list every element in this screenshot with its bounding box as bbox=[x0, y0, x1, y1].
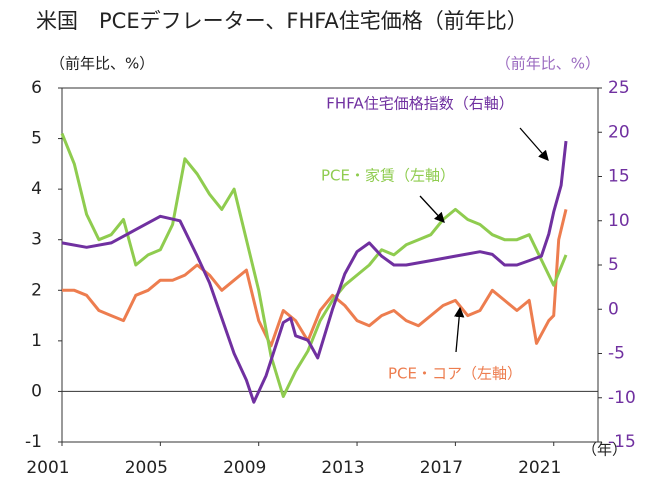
y2-tick-label: 20 bbox=[608, 122, 630, 142]
y2-tick-label: -5 bbox=[608, 344, 625, 364]
chart-title: 米国 PCEデフレーター、FHFA住宅価格（前年比） bbox=[36, 9, 528, 33]
y2-tick-label: -15 bbox=[608, 432, 636, 452]
legend-label: PCE・家賃（左軸） bbox=[321, 167, 455, 185]
annotation-arrow bbox=[519, 127, 549, 161]
x-tick-label: 2017 bbox=[420, 458, 463, 478]
y2-tick-label: 5 bbox=[608, 255, 619, 275]
y-tick-label: -1 bbox=[25, 432, 42, 452]
y2-tick-label: 10 bbox=[608, 211, 630, 231]
x-tick-label: 2001 bbox=[26, 458, 69, 478]
annotation-arrow bbox=[453, 306, 465, 353]
y-tick-label: 0 bbox=[31, 381, 42, 401]
x-tick-label: 2013 bbox=[321, 458, 364, 478]
legend-label: FHFA住宅価格指数（右軸） bbox=[326, 95, 513, 113]
series-line bbox=[60, 132, 568, 398]
y2-tick-label: 0 bbox=[608, 299, 619, 319]
y-tick-label: 4 bbox=[31, 179, 42, 199]
y2-tick-label: 25 bbox=[608, 78, 630, 98]
x-tick-label: 2009 bbox=[223, 458, 266, 478]
series-line bbox=[61, 140, 568, 404]
series-line bbox=[62, 209, 568, 348]
y-tick-label: 3 bbox=[31, 230, 42, 250]
y-tick-label: 5 bbox=[31, 129, 42, 149]
legend-label: PCE・コア（左軸） bbox=[388, 365, 522, 383]
y-axis-label: （前年比、%） bbox=[50, 55, 154, 73]
x-tick-label: 2005 bbox=[125, 458, 168, 478]
annotation-arrow bbox=[419, 195, 445, 223]
x-tick-label: 2021 bbox=[518, 458, 561, 478]
x-axis-label: （年） bbox=[582, 441, 627, 459]
y-tick-label: 6 bbox=[31, 78, 42, 98]
y-tick-label: 2 bbox=[31, 280, 42, 300]
y2-tick-label: -10 bbox=[608, 388, 636, 408]
y-tick-label: 1 bbox=[31, 331, 42, 351]
y2-axis-label: （前年比、%） bbox=[496, 55, 600, 73]
y2-tick-label: 15 bbox=[608, 167, 630, 187]
